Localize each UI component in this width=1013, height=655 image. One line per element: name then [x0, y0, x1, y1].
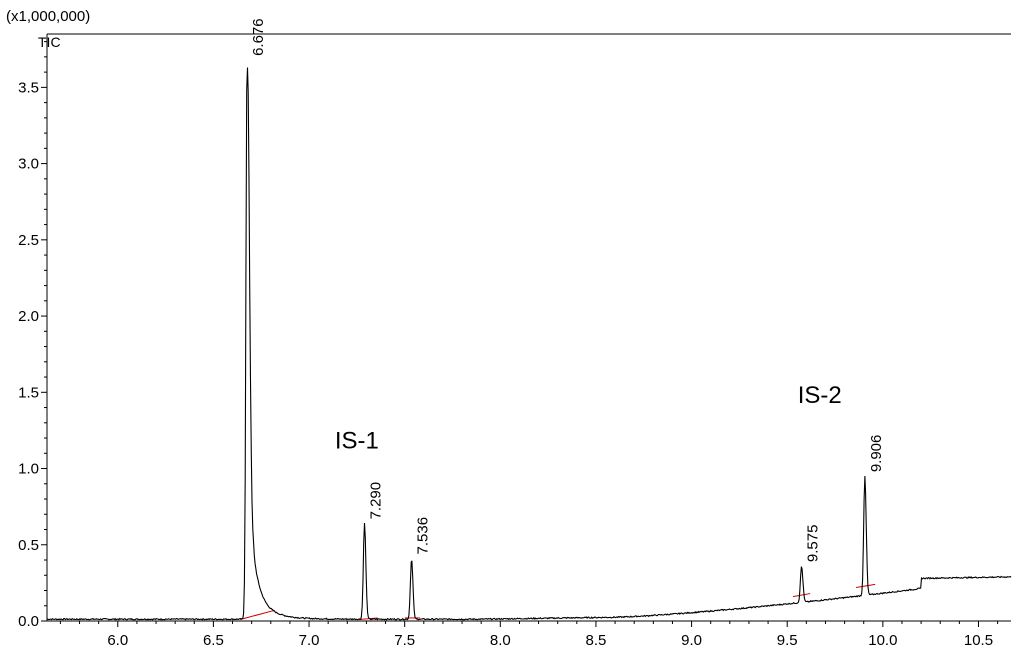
x-tick-label: 9.5	[777, 632, 798, 649]
y-tick-label: 2.5	[18, 232, 39, 249]
x-tick-label: 8.0	[490, 632, 511, 649]
integration-baseline	[855, 583, 876, 588]
y-multiplier-label: (x1,000,000)	[6, 8, 90, 25]
y-tick-label: 1.0	[18, 461, 39, 478]
baseline-segments	[240, 583, 876, 620]
peak-label: 7.290	[368, 482, 385, 520]
peak-label: 9.906	[868, 435, 885, 473]
y-tick-label: 0.5	[18, 537, 39, 554]
y-tick-label: 2.0	[18, 308, 39, 325]
trace-name-label: TIC	[38, 34, 61, 50]
x-tick-label: 10.5	[964, 632, 993, 649]
annotations: IS-1 IS-2	[335, 382, 842, 455]
internal-standard-annotation: IS-1	[335, 428, 379, 455]
axes-group: 6.0 6.5 7.0 7.5 8.0 8.5 9.0 9.5 10.0 10.5 0.0 0.5 1.…	[18, 33, 1011, 649]
integration-baseline	[792, 593, 811, 598]
y-tick-label: 1.5	[18, 384, 39, 401]
x-tick-label: 10.0	[868, 632, 897, 649]
y-tick-label: 3.5	[18, 79, 39, 96]
y-tick-label: 3.0	[18, 156, 39, 173]
x-tick-label: 6.0	[107, 632, 128, 649]
x-tick-label: 6.5	[203, 632, 224, 649]
x-tick-label: 7.5	[394, 632, 415, 649]
trace-group	[46, 67, 1012, 621]
internal-standard-annotation: IS-2	[798, 382, 842, 409]
peak-labels: 6.676 7.290 7.536 9.575 9.906	[250, 18, 885, 562]
x-tick-label: 8.5	[586, 632, 607, 649]
y-tick-label: 0.0	[18, 613, 39, 630]
peak-label: 6.676	[250, 18, 267, 56]
peak-label: 9.575	[805, 525, 822, 563]
peak-label: 7.536	[415, 517, 432, 555]
integration-baseline	[240, 609, 275, 620]
tic-trace-line	[46, 67, 1012, 621]
x-tick-label: 7.0	[299, 632, 320, 649]
x-tick-label: 9.0	[681, 632, 702, 649]
